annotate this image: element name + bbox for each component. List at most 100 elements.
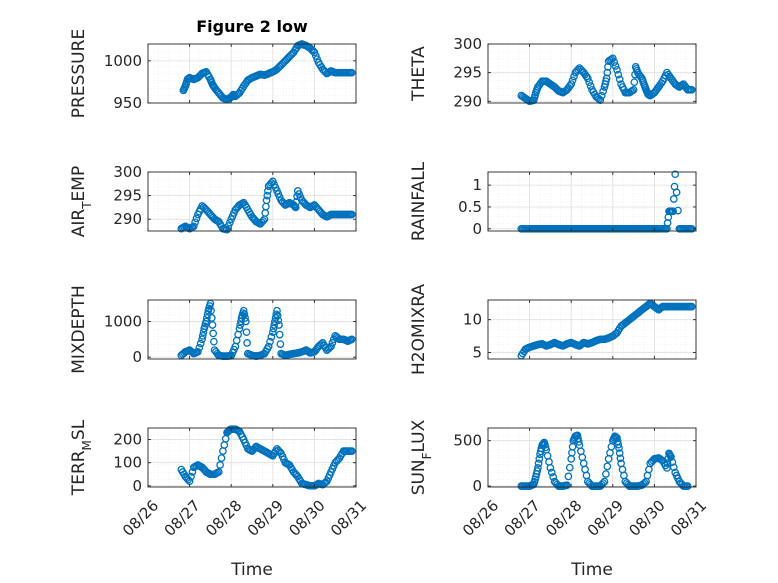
x-tick-label: 08/27 (161, 497, 204, 540)
data-point (681, 82, 689, 90)
data-point (203, 314, 211, 322)
subplot-1: 950 1000 PRESSURE Figure 2 low (69, 17, 357, 118)
data-point (653, 304, 662, 313)
x-tick-label: 08/26 (459, 497, 502, 540)
data-point (597, 480, 606, 489)
data-point (647, 90, 656, 99)
data-point (669, 195, 678, 203)
data-point (216, 90, 224, 99)
y-tick-label: 200 (113, 431, 142, 449)
data-point (533, 467, 542, 475)
x-tick-label: 08/30 (285, 497, 328, 540)
data-point (232, 204, 241, 213)
data-point (557, 341, 566, 350)
data-point (603, 68, 612, 77)
data-point (234, 330, 242, 339)
data-point (614, 70, 623, 79)
series-markers (177, 177, 356, 234)
data-point (568, 76, 577, 85)
data-point (311, 346, 320, 354)
y-tick-label: 0 (132, 348, 142, 366)
data-point (630, 78, 639, 87)
data-point (672, 188, 681, 197)
data-point (565, 463, 574, 472)
data-point (577, 65, 585, 74)
data-point (664, 70, 673, 79)
y-tick-label: 1000 (104, 312, 142, 330)
data-point (613, 65, 621, 74)
data-point (203, 207, 212, 216)
data-point (599, 87, 607, 96)
data-point (296, 40, 305, 49)
data-point (632, 482, 641, 490)
data-point (541, 341, 549, 350)
data-point (221, 95, 230, 103)
data-point (187, 347, 195, 356)
data-point (686, 302, 695, 311)
data-point (595, 335, 603, 344)
data-point (191, 218, 199, 227)
data-point (267, 333, 276, 341)
data-point (585, 78, 594, 87)
data-point (276, 340, 285, 348)
data-point (656, 81, 664, 89)
y-axis-label: MIXDEPTH (69, 285, 89, 374)
data-point (668, 458, 677, 467)
data-point (342, 68, 351, 77)
axes-box (147, 43, 357, 104)
y-tick-label: 0 (472, 477, 482, 495)
data-point (259, 216, 267, 225)
data-point (188, 74, 197, 83)
data-point (328, 339, 337, 347)
data-point (271, 183, 280, 192)
data-point (342, 447, 351, 455)
data-point (243, 339, 251, 347)
data-point (192, 461, 201, 470)
data-point (266, 337, 274, 346)
y-axis-label: RAINFALL (409, 161, 429, 241)
axes-box (487, 43, 697, 104)
data-point (262, 202, 270, 211)
data-point (614, 440, 623, 449)
data-point (602, 77, 610, 86)
data-point (564, 472, 573, 481)
axes-box (147, 299, 357, 360)
subplot-5: 0 1000 MIXDEPTH (69, 285, 357, 374)
x-tick-label: 08/29 (244, 497, 287, 540)
data-point (615, 75, 624, 84)
data-point (561, 481, 570, 490)
data-point (615, 449, 624, 457)
data-point (311, 202, 320, 211)
data-point (640, 478, 649, 487)
data-point (208, 321, 217, 329)
y-axis-label: H2OMIXRA (409, 284, 429, 375)
data-point (240, 310, 249, 319)
series-markers (517, 54, 696, 106)
data-point (239, 309, 247, 317)
data-point (263, 345, 272, 353)
y-tick-label: 0.5 (458, 198, 482, 216)
data-point (266, 180, 274, 189)
data-point (316, 207, 324, 216)
data-point (241, 314, 249, 322)
data-point (346, 68, 355, 77)
data-point (209, 329, 218, 338)
data-point (531, 475, 539, 484)
series-markers (517, 431, 692, 490)
series-markers (517, 170, 696, 233)
data-point (221, 434, 230, 443)
series-markers (517, 299, 696, 360)
x-tick-label: 08/31 (667, 497, 710, 540)
data-point (332, 457, 341, 466)
y-tick-label: 950 (113, 94, 142, 112)
y-tick-label: 0 (132, 477, 142, 495)
data-point (275, 330, 284, 339)
x-axis-label: Time (230, 560, 273, 580)
data-point (273, 311, 282, 320)
data-point (674, 206, 682, 215)
y-axis-label: PRESSURE (69, 29, 89, 118)
chart-title: Figure 2 low (196, 17, 308, 36)
data-point (547, 468, 556, 477)
